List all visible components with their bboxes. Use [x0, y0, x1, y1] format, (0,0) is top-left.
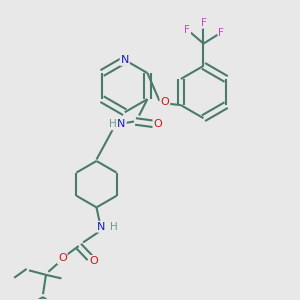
Text: O: O [58, 254, 67, 263]
Text: H: H [109, 119, 116, 129]
Text: N: N [121, 55, 129, 65]
Text: N: N [97, 222, 105, 232]
Text: O: O [160, 98, 169, 107]
Text: O: O [89, 256, 98, 266]
Text: N: N [117, 119, 126, 129]
Text: O: O [153, 119, 162, 129]
Text: H: H [110, 222, 118, 232]
Text: F: F [201, 18, 206, 28]
Text: F: F [184, 25, 190, 35]
Text: F: F [218, 28, 224, 38]
